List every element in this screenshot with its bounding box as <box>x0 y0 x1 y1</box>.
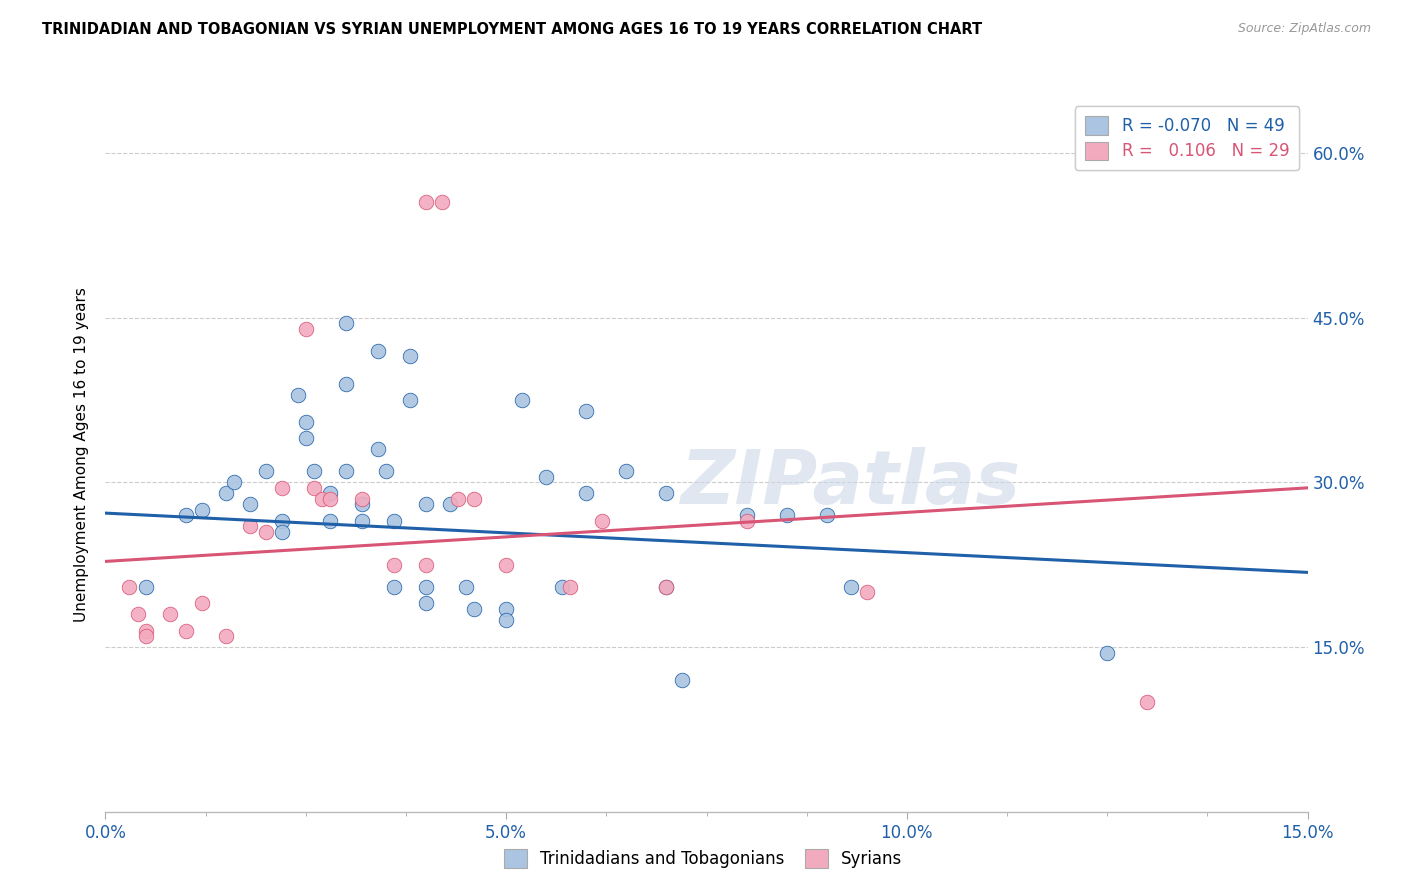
Legend: Trinidadians and Tobagonians, Syrians: Trinidadians and Tobagonians, Syrians <box>496 843 910 875</box>
Point <box>415 558 437 572</box>
Point <box>214 486 236 500</box>
Point <box>302 464 325 478</box>
Point <box>399 349 422 363</box>
Point <box>454 580 477 594</box>
Point <box>463 491 485 506</box>
Point <box>159 607 181 621</box>
Point <box>190 503 212 517</box>
Point <box>174 624 197 638</box>
Point <box>287 387 309 401</box>
Point <box>270 481 292 495</box>
Point <box>239 497 262 511</box>
Point <box>319 491 342 506</box>
Point <box>560 580 582 594</box>
Point <box>335 464 357 478</box>
Point <box>302 481 325 495</box>
Point <box>575 404 598 418</box>
Point <box>214 629 236 643</box>
Text: ZIPatlas: ZIPatlas <box>681 447 1021 520</box>
Point <box>463 601 485 615</box>
Point <box>367 343 389 358</box>
Point <box>319 486 342 500</box>
Point <box>335 376 357 391</box>
Point <box>382 558 405 572</box>
Point <box>551 580 574 594</box>
Point <box>415 195 437 210</box>
Point <box>655 580 678 594</box>
Point <box>350 497 373 511</box>
Point <box>655 486 678 500</box>
Point <box>495 558 517 572</box>
Point <box>118 580 141 594</box>
Point <box>415 497 437 511</box>
Point <box>495 613 517 627</box>
Point <box>430 195 453 210</box>
Point <box>1097 646 1119 660</box>
Point <box>735 514 758 528</box>
Point <box>270 514 292 528</box>
Point <box>270 524 292 539</box>
Point <box>1136 695 1159 709</box>
Y-axis label: Unemployment Among Ages 16 to 19 years: Unemployment Among Ages 16 to 19 years <box>75 287 90 623</box>
Point <box>190 596 212 610</box>
Point <box>311 491 333 506</box>
Point <box>350 491 373 506</box>
Point <box>319 514 342 528</box>
Point <box>174 508 197 523</box>
Point <box>382 580 405 594</box>
Point <box>335 316 357 330</box>
Point <box>374 464 398 478</box>
Point <box>295 432 318 446</box>
Point <box>415 596 437 610</box>
Point <box>839 580 862 594</box>
Point <box>415 580 437 594</box>
Point <box>575 486 598 500</box>
Point <box>127 607 149 621</box>
Point <box>510 392 533 407</box>
Point <box>239 519 262 533</box>
Point <box>495 601 517 615</box>
Point <box>671 673 693 687</box>
Point <box>655 580 678 594</box>
Point <box>295 415 318 429</box>
Point <box>295 321 318 335</box>
Text: Source: ZipAtlas.com: Source: ZipAtlas.com <box>1237 22 1371 36</box>
Point <box>447 491 470 506</box>
Point <box>735 508 758 523</box>
Point <box>222 475 245 490</box>
Point <box>350 514 373 528</box>
Legend: R = -0.070   N = 49, R =   0.106   N = 29: R = -0.070 N = 49, R = 0.106 N = 29 <box>1076 106 1299 170</box>
Point <box>776 508 799 523</box>
Point <box>135 629 157 643</box>
Text: TRINIDADIAN AND TOBAGONIAN VS SYRIAN UNEMPLOYMENT AMONG AGES 16 TO 19 YEARS CORR: TRINIDADIAN AND TOBAGONIAN VS SYRIAN UNE… <box>42 22 983 37</box>
Point <box>439 497 461 511</box>
Point <box>135 624 157 638</box>
Point <box>254 524 277 539</box>
Point <box>399 392 422 407</box>
Point <box>591 514 613 528</box>
Point <box>254 464 277 478</box>
Point <box>855 585 877 599</box>
Point <box>815 508 838 523</box>
Point <box>135 580 157 594</box>
Point <box>382 514 405 528</box>
Point <box>616 464 638 478</box>
Point <box>367 442 389 457</box>
Point <box>534 470 557 484</box>
